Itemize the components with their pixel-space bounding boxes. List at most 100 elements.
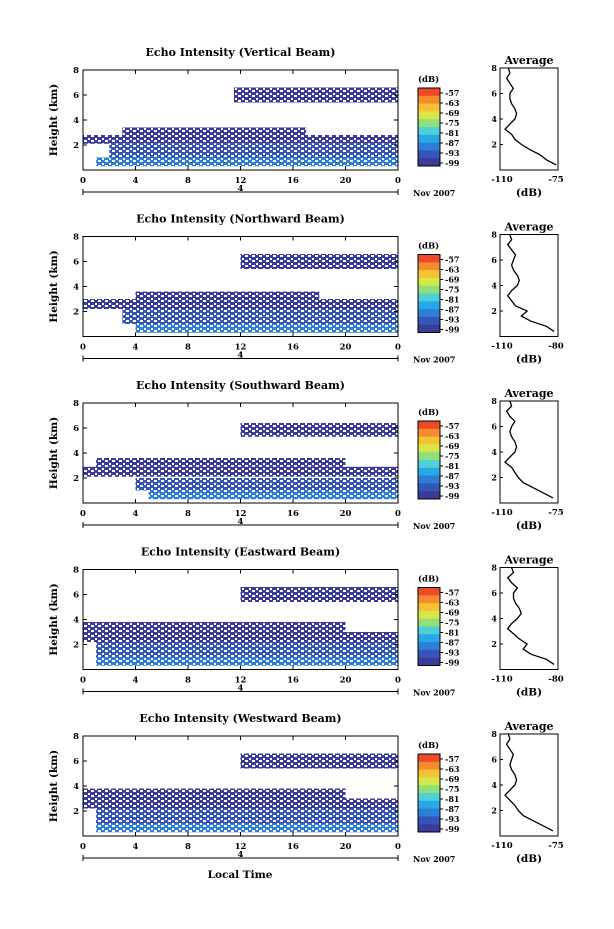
colorbar-swatch [418, 142, 440, 151]
x-tick-label: 0 [80, 343, 86, 353]
x-tick-label: 16 [287, 509, 299, 519]
heatmap [83, 753, 398, 833]
date-mark: 4 [238, 850, 244, 860]
colorbar-tick-label: -87 [445, 638, 459, 648]
colorbar-frame [417, 254, 441, 333]
colorbar-tick-label: -87 [445, 305, 459, 315]
heatmap [83, 254, 398, 333]
heatmap-gaps [109, 143, 398, 158]
date-mark: 4 [238, 684, 244, 694]
colorbar-unit: (dB) [418, 74, 439, 85]
y-tick-label: 4 [73, 116, 79, 126]
heatmap-gaps [83, 466, 398, 477]
heatmap-gaps [83, 622, 346, 632]
colorbar-swatch [418, 158, 440, 167]
colorbar-swatch [418, 467, 440, 477]
y-tick-label: 4 [73, 782, 79, 792]
colorbar-frame [417, 87, 441, 167]
heatmap-gaps [83, 299, 398, 309]
colorbar-tick-label: -87 [445, 804, 459, 814]
heatmap [83, 423, 398, 500]
colorbar-tick-label: -69 [445, 774, 460, 784]
colorbar-tick-label: -87 [445, 471, 459, 481]
colorbar-swatch [418, 642, 440, 651]
x-tick-label: 20 [340, 176, 352, 186]
profile-line [504, 733, 554, 832]
heatmap-gaps [148, 490, 398, 500]
profile-y-tick-label: 2 [491, 639, 497, 649]
profile-frame [499, 567, 559, 670]
profile-y-tick-label: 4 [491, 281, 497, 291]
heatmap-gaps [96, 642, 398, 657]
colorbar-swatch [418, 460, 440, 469]
y-tick-label: 8 [73, 399, 79, 409]
profile-x-tick-label: -110 [491, 342, 512, 352]
x-tick-label: 20 [340, 676, 352, 686]
x-tick-label: 8 [185, 176, 191, 186]
heatmap-gaps [96, 823, 398, 833]
profile-y-tick-label: 4 [491, 614, 497, 624]
colorbar-swatch [418, 808, 440, 817]
colorbar-tick-label: -99 [445, 491, 460, 501]
colorbar-tick-label: -99 [445, 824, 460, 834]
heatmap-gaps [233, 87, 398, 103]
colorbar-tick-label: -81 [445, 461, 459, 471]
profile-x-tick-label: -110 [491, 508, 512, 518]
colorbar-swatch [418, 421, 440, 430]
profile-title: Average [503, 54, 553, 67]
y-tick-label: 2 [73, 308, 79, 318]
heatmap-gaps [96, 157, 398, 167]
profile-y-tick-label: 8 [491, 63, 497, 73]
x-tick-label: 8 [185, 343, 191, 353]
colorbar-tick-label: -81 [445, 628, 459, 638]
colorbar-swatch [418, 270, 440, 279]
heatmap-gaps [83, 632, 398, 642]
colorbar-swatch [418, 816, 440, 825]
y-tick-label: 2 [73, 641, 79, 651]
heatmap-gaps [96, 458, 346, 467]
average-profile: Average 2 4 6 8 -110 -75 (dB) [491, 54, 563, 199]
colorbar-tick-label: -75 [445, 784, 459, 794]
colorbar: (dB) -57-63-69-75-81-87-93-99 [417, 407, 460, 501]
profile-x-label: (dB) [516, 520, 542, 532]
profile-y-tick-label: 4 [491, 114, 497, 124]
y-axis-label: Height (km) [48, 583, 60, 655]
profile-y-tick-label: 4 [491, 447, 497, 457]
colorbar-unit: (dB) [418, 574, 439, 585]
profile-y-tick-label: 8 [491, 396, 497, 406]
x-tick-label: 0 [80, 176, 86, 186]
colorbar-tick-label: -87 [445, 138, 459, 148]
colorbar-swatch [418, 475, 440, 484]
colorbar-tick-label: -75 [445, 451, 459, 461]
profile-y-tick-label: 8 [491, 563, 497, 573]
date-label: Nov 2007 [413, 355, 455, 365]
colorbar-swatch [418, 824, 440, 833]
x-tick-label: 12 [235, 509, 247, 519]
colorbar-unit: (dB) [418, 407, 439, 418]
colorbar-tick-label: -57 [445, 588, 459, 598]
colorbar-swatch [418, 649, 440, 659]
average-profile: Average 2 4 6 8 -110 -80 (dB) [491, 221, 563, 366]
colorbar-tick-label: -63 [445, 431, 460, 441]
profile-x-label: (dB) [516, 853, 542, 865]
profile-x-label: (dB) [516, 687, 542, 699]
y-tick-label: 8 [73, 66, 79, 76]
profile-x-tick-label: -75 [548, 841, 563, 851]
colorbar-swatch [418, 150, 440, 159]
colorbar-swatch [418, 754, 440, 763]
x-tick-label: 0 [80, 676, 86, 686]
profile-line [504, 400, 554, 499]
panel-3: Echo Intensity (Eastward Beam) 2 4 6 8 0 4 8 12 1… [48, 546, 564, 699]
profile-x-tick-label: -75 [548, 508, 563, 518]
colorbar-swatch [418, 88, 440, 97]
y-tick-label: 6 [73, 591, 79, 601]
colorbar-swatch [418, 491, 440, 500]
profile-x-tick-label: -110 [491, 675, 512, 685]
colorbar-swatch [418, 127, 440, 136]
y-tick-label: 8 [73, 732, 79, 742]
x-tick-label: 4 [133, 842, 139, 852]
bottom-x-axis-label: Local Time [208, 869, 273, 881]
profile-title: Average [503, 720, 553, 733]
x-tick-label: 0 [395, 176, 401, 186]
heatmap-gaps [83, 798, 398, 809]
